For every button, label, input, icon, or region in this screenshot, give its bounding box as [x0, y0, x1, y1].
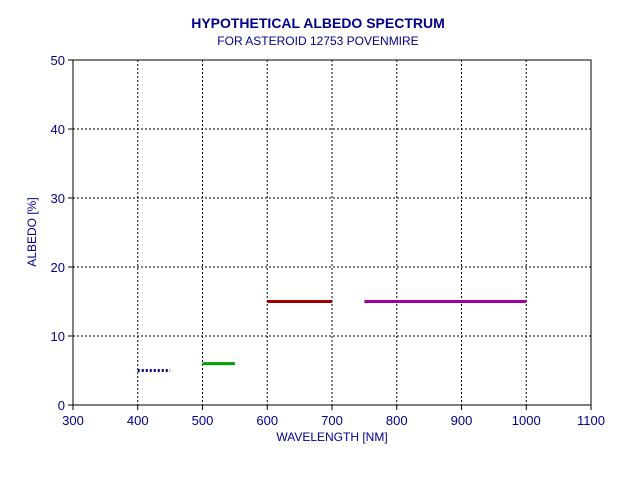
y-tick-label: 0 — [58, 398, 65, 413]
y-tick-label: 10 — [51, 329, 65, 344]
series-group — [137, 300, 527, 372]
x-tick-label: 300 — [62, 413, 84, 428]
x-tick-label: 1000 — [512, 413, 541, 428]
chart-title: HYPOTHETICAL ALBEDO SPECTRUM — [191, 15, 445, 31]
x-axis-label: WAVELENGTH [NM] — [276, 430, 387, 444]
x-tick-label: 600 — [256, 413, 278, 428]
y-tick-label: 30 — [51, 191, 65, 206]
chart-subtitle: FOR ASTEROID 12753 POVENMIRE — [217, 34, 418, 48]
x-tick-label: 1100 — [577, 413, 605, 428]
x-axis-ticks: 300 400 500 600 700 800 900 1000 1100 — [62, 405, 605, 428]
x-tick-label: 800 — [386, 413, 408, 428]
x-tick-label: 700 — [321, 413, 343, 428]
grid-lines — [73, 60, 591, 405]
y-tick-label: 20 — [51, 260, 65, 275]
y-axis-label: ALBEDO [%] — [25, 197, 39, 266]
x-tick-label: 400 — [127, 413, 149, 428]
y-axis-ticks: 0 10 20 30 40 50 — [51, 53, 73, 413]
y-tick-label: 50 — [51, 53, 65, 68]
x-tick-label: 900 — [451, 413, 473, 428]
y-tick-label: 40 — [51, 122, 65, 137]
x-tick-label: 500 — [192, 413, 214, 428]
